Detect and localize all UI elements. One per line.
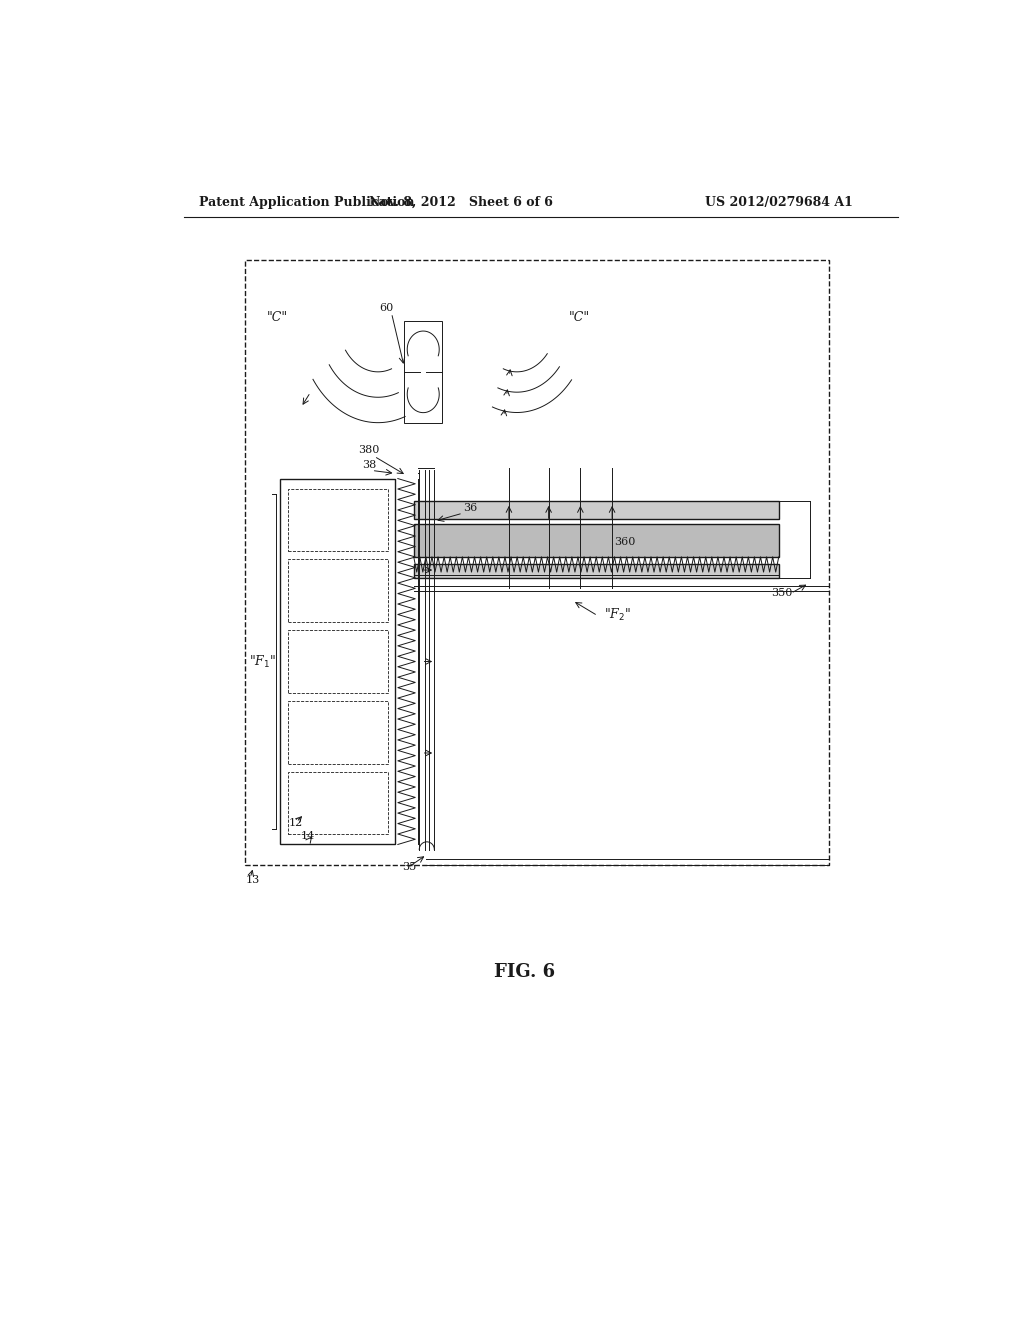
FancyBboxPatch shape [281, 479, 395, 845]
Text: "C": "C" [267, 312, 288, 323]
Text: 60: 60 [380, 302, 394, 313]
Text: 36: 36 [463, 503, 477, 513]
Text: "C": "C" [568, 312, 590, 323]
FancyBboxPatch shape [414, 564, 779, 578]
Text: FIG. 6: FIG. 6 [495, 962, 555, 981]
Text: 12: 12 [289, 818, 302, 828]
FancyBboxPatch shape [289, 701, 387, 763]
Text: 13: 13 [246, 875, 260, 886]
Text: 38: 38 [362, 461, 377, 470]
FancyBboxPatch shape [414, 524, 779, 557]
Text: US 2012/0279684 A1: US 2012/0279684 A1 [705, 195, 853, 209]
FancyBboxPatch shape [289, 560, 387, 622]
Text: 380: 380 [358, 445, 380, 455]
Text: Patent Application Publication: Patent Application Publication [200, 195, 415, 209]
FancyBboxPatch shape [404, 321, 442, 422]
Text: 14: 14 [300, 832, 314, 841]
FancyBboxPatch shape [289, 772, 387, 834]
Text: "F$_2$": "F$_2$" [604, 607, 631, 623]
FancyBboxPatch shape [289, 630, 387, 693]
FancyBboxPatch shape [289, 488, 387, 552]
Text: 35: 35 [401, 862, 416, 873]
FancyBboxPatch shape [414, 500, 779, 519]
Text: Nov. 8, 2012   Sheet 6 of 6: Nov. 8, 2012 Sheet 6 of 6 [370, 195, 553, 209]
Text: "F$_1$": "F$_1$" [250, 653, 276, 669]
Text: 360: 360 [614, 537, 636, 546]
Text: 350: 350 [771, 589, 793, 598]
